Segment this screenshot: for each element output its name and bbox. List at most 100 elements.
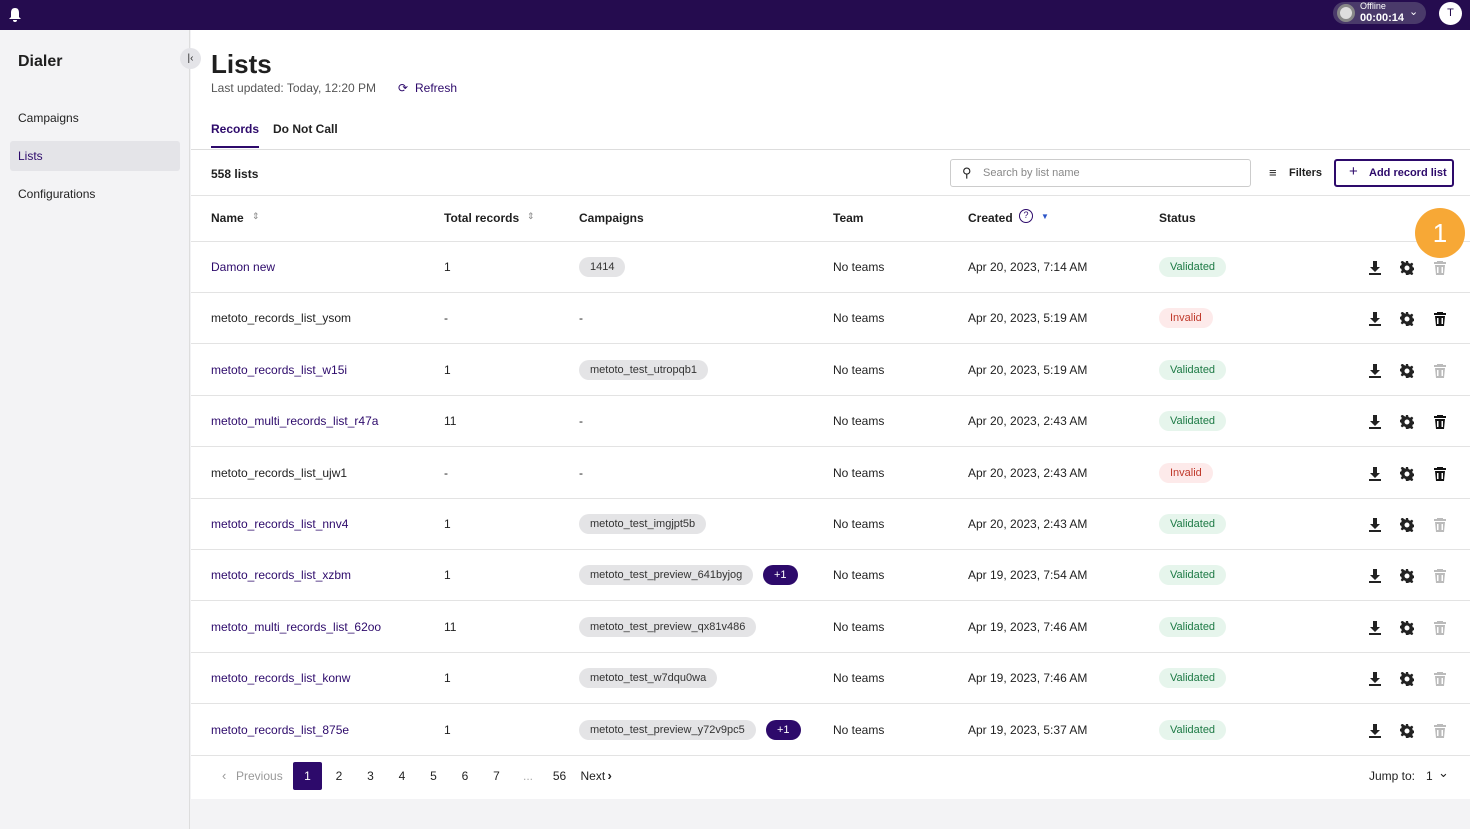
table-row — [191, 242, 1470, 293]
delete-button-glyph — [1434, 415, 1446, 430]
table-header — [191, 196, 1470, 242]
delete-button[interactable] — [1433, 620, 1447, 635]
team: No teams — [833, 465, 885, 480]
delete-button[interactable] — [1433, 518, 1447, 532]
table-row — [191, 293, 1470, 345]
page-button[interactable]: 56 — [552, 769, 567, 783]
status-pill[interactable] — [1333, 2, 1426, 24]
delete-button[interactable] — [1433, 415, 1447, 430]
delete-button[interactable] — [1433, 723, 1447, 738]
created: Apr 19, 2023, 7:46 AM — [968, 619, 1088, 634]
search-box[interactable] — [950, 159, 1251, 187]
tab[interactable]: Do Not Call — [273, 122, 338, 136]
settings-button[interactable] — [1400, 415, 1414, 430]
created: Apr 20, 2023, 5:19 AM — [968, 311, 1088, 326]
list-name[interactable]: metoto_records_list_konw — [211, 671, 351, 686]
download-button[interactable] — [1368, 312, 1382, 327]
settings-button[interactable] — [1400, 312, 1414, 327]
campaign-chip[interactable]: metoto_test_imgjpt5b — [579, 514, 707, 534]
page-title: Lists — [211, 49, 272, 79]
campaign-chip[interactable]: 1414 — [579, 257, 626, 277]
settings-button[interactable] — [1400, 672, 1414, 687]
settings-button[interactable] — [1400, 723, 1414, 738]
previous-button[interactable]: Previous — [236, 769, 283, 783]
delete-button[interactable] — [1433, 312, 1447, 327]
settings-button[interactable] — [1400, 363, 1414, 378]
download-button[interactable] — [1368, 261, 1382, 275]
download-button-glyph — [1369, 363, 1381, 378]
total-records: 1 — [444, 568, 451, 583]
download-button[interactable] — [1368, 723, 1382, 738]
table-row — [191, 704, 1470, 756]
next-button[interactable]: Next — [580, 769, 606, 783]
page-button[interactable]: 7 — [493, 769, 500, 783]
campaign-chip[interactable]: metoto_test_preview_641byjog — [579, 565, 754, 586]
team: No teams — [833, 362, 885, 377]
page-button[interactable]: 5 — [430, 769, 437, 783]
settings-button[interactable] — [1400, 466, 1414, 481]
campaign-more[interactable]: +1 — [763, 565, 798, 586]
download-button[interactable] — [1368, 620, 1382, 635]
download-button[interactable] — [1368, 415, 1382, 430]
settings-button[interactable] — [1400, 261, 1414, 275]
nav-item[interactable]: Campaigns — [18, 111, 79, 125]
refresh-button[interactable]: Refresh — [415, 81, 458, 95]
nav-item[interactable]: Lists — [18, 149, 43, 163]
column-header: Campaigns — [579, 211, 644, 225]
delete-button[interactable] — [1433, 672, 1447, 687]
settings-button[interactable] — [1400, 518, 1414, 532]
campaign-more[interactable]: +1 — [766, 719, 801, 740]
team: No teams — [833, 568, 885, 583]
campaign-chip[interactable]: metoto_test_preview_y72v9pc5 — [579, 719, 756, 740]
campaign-chip[interactable]: metoto_test_utropqb1 — [579, 359, 709, 380]
download-button[interactable] — [1368, 466, 1382, 481]
page-button[interactable]: 2 — [335, 769, 343, 783]
list-name[interactable]: metoto_records_list_xzbm — [211, 568, 352, 583]
download-button[interactable] — [1368, 569, 1382, 584]
status-chip: Validated — [1159, 565, 1227, 586]
campaign-chip[interactable]: metoto_test_w7dqu0wa — [579, 668, 718, 689]
status-chip: Validated — [1159, 411, 1227, 432]
delete-button[interactable] — [1433, 466, 1447, 481]
page-button[interactable]: 1 — [293, 762, 322, 790]
campaign-empty: - — [579, 311, 583, 326]
settings-button[interactable] — [1400, 620, 1414, 635]
list-name[interactable]: metoto_records_list_w15i — [211, 362, 348, 377]
list-name[interactable]: metoto_records_list_nnv4 — [211, 517, 349, 531]
page-button[interactable]: ... — [522, 769, 533, 783]
settings-button[interactable] — [1400, 569, 1414, 584]
page-button[interactable]: 3 — [367, 769, 374, 783]
refresh-icon[interactable]: ⟳ — [398, 81, 409, 95]
list-name[interactable]: metoto_multi_records_list_r47a — [211, 414, 379, 429]
created: Apr 20, 2023, 2:43 AM — [968, 465, 1088, 480]
table-row — [191, 653, 1470, 705]
settings-button-glyph — [1400, 312, 1414, 327]
avatar[interactable]: T — [1439, 2, 1462, 25]
collapse-button[interactable]: |‹ — [180, 48, 201, 69]
nav-active-bg — [10, 141, 180, 171]
download-button[interactable] — [1368, 672, 1382, 687]
tab[interactable]: Records — [211, 122, 260, 148]
delete-button[interactable] — [1433, 363, 1447, 378]
list-name[interactable]: metoto_records_list_875e — [211, 722, 350, 737]
list-name[interactable]: Damon new — [211, 260, 276, 274]
download-button[interactable] — [1368, 363, 1382, 378]
nav-item[interactable]: Configurations — [18, 187, 96, 201]
delete-button[interactable] — [1433, 569, 1447, 584]
list-name[interactable]: metoto_multi_records_list_62oo — [211, 619, 382, 634]
campaign-empty: - — [579, 465, 583, 480]
download-button-glyph — [1369, 312, 1381, 327]
bell-icon[interactable] — [8, 7, 22, 22]
jump-value[interactable]: 1 — [1426, 769, 1433, 783]
delete-button[interactable] — [1433, 261, 1447, 275]
page-button[interactable]: 4 — [398, 769, 406, 783]
settings-button-glyph — [1400, 569, 1414, 584]
prev-icon: ‹ — [222, 768, 227, 783]
download-button[interactable] — [1368, 518, 1382, 532]
filters-button[interactable]: Filters — [1289, 167, 1323, 179]
campaign-chip[interactable]: metoto_test_preview_qx81v486 — [579, 616, 757, 637]
total-records: 1 — [444, 517, 451, 531]
team: No teams — [833, 517, 885, 531]
page-button[interactable]: 6 — [461, 769, 469, 783]
add-button[interactable] — [1334, 159, 1454, 187]
